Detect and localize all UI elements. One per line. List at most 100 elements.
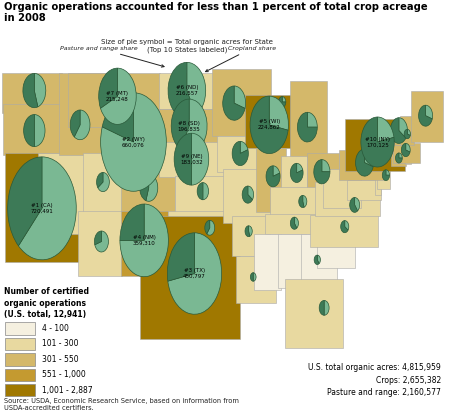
Wedge shape [74,110,90,140]
FancyBboxPatch shape [245,95,291,148]
Wedge shape [350,197,358,212]
Wedge shape [168,62,196,119]
Wedge shape [57,173,68,191]
Wedge shape [361,117,394,167]
Wedge shape [266,166,280,187]
Text: 551 - 1,000: 551 - 1,000 [42,370,86,379]
Wedge shape [404,129,410,139]
Wedge shape [378,117,394,142]
FancyBboxPatch shape [38,154,84,233]
Wedge shape [57,173,63,185]
Wedge shape [223,86,245,120]
FancyBboxPatch shape [232,216,270,256]
FancyBboxPatch shape [254,233,281,290]
Text: 1,001 - 2,887: 1,001 - 2,887 [42,386,93,395]
FancyBboxPatch shape [4,338,35,350]
Wedge shape [120,204,144,240]
Text: Cropland share: Cropland share [206,46,276,71]
Wedge shape [279,97,286,107]
Wedge shape [407,129,410,135]
Wedge shape [146,174,158,201]
Text: #8 (SD)
196,835: #8 (SD) 196,835 [178,121,201,131]
FancyBboxPatch shape [1,74,62,114]
FancyBboxPatch shape [159,109,218,149]
FancyBboxPatch shape [175,176,232,212]
FancyBboxPatch shape [256,148,286,212]
Wedge shape [355,197,360,211]
Wedge shape [23,114,34,147]
Wedge shape [418,105,432,126]
FancyBboxPatch shape [391,152,406,166]
Text: #6 (ND)
216,557: #6 (ND) 216,557 [176,85,198,96]
Wedge shape [174,133,191,185]
Wedge shape [307,112,317,127]
Text: 101 - 300: 101 - 300 [42,339,79,348]
Wedge shape [319,300,324,315]
Text: 301 - 550: 301 - 550 [42,355,79,364]
Text: #9 (NE)
183,032: #9 (NE) 183,032 [180,154,203,164]
Text: Organic operations accounted for less than 1 percent of total crop acreage: Organic operations accounted for less th… [4,2,428,12]
Text: #2 (WY)
660,076: #2 (WY) 660,076 [122,137,145,147]
Text: #10 (NY)
170,125: #10 (NY) 170,125 [365,137,390,147]
Wedge shape [232,141,248,166]
Wedge shape [386,170,390,175]
FancyBboxPatch shape [83,154,122,212]
Wedge shape [294,217,298,228]
FancyBboxPatch shape [377,160,390,189]
Wedge shape [299,195,304,208]
Wedge shape [18,157,76,260]
Text: #4 (NM)
359,310: #4 (NM) 359,310 [133,235,156,246]
Wedge shape [282,97,286,102]
Wedge shape [322,159,330,172]
Wedge shape [97,173,103,188]
Wedge shape [167,233,194,281]
Text: Size of pie symbol = Total organic acres for State: Size of pie symbol = Total organic acres… [101,39,273,45]
FancyBboxPatch shape [310,215,378,247]
FancyBboxPatch shape [236,256,276,303]
Wedge shape [399,118,408,138]
Wedge shape [303,195,307,207]
Text: #1 (CA)
720,491: #1 (CA) 720,491 [31,203,53,214]
Wedge shape [205,221,210,234]
Wedge shape [406,143,410,152]
Wedge shape [120,204,168,277]
FancyBboxPatch shape [4,353,35,366]
FancyBboxPatch shape [347,180,381,200]
Wedge shape [234,86,246,109]
Wedge shape [191,133,209,185]
Text: 4 - 100: 4 - 100 [42,324,69,333]
FancyBboxPatch shape [285,279,343,348]
Wedge shape [102,93,134,142]
FancyBboxPatch shape [3,104,65,154]
Wedge shape [23,74,38,108]
Wedge shape [8,157,42,246]
Text: in 2008: in 2008 [4,13,46,23]
FancyBboxPatch shape [281,156,306,202]
FancyBboxPatch shape [290,81,327,157]
FancyBboxPatch shape [4,154,83,262]
FancyBboxPatch shape [315,182,380,216]
Wedge shape [253,273,256,281]
Wedge shape [273,166,280,176]
Text: Number of certified
organic operations
(U.S. total, 12,941): Number of certified organic operations (… [4,287,90,319]
Wedge shape [297,163,303,173]
FancyBboxPatch shape [265,214,331,233]
Wedge shape [70,110,80,137]
Wedge shape [207,221,215,235]
Wedge shape [314,159,330,184]
Wedge shape [426,105,432,119]
Wedge shape [34,74,46,107]
FancyBboxPatch shape [140,216,240,339]
Wedge shape [140,174,149,201]
FancyBboxPatch shape [68,74,160,127]
Wedge shape [345,221,349,230]
Text: (Top 10 States labeled): (Top 10 States labeled) [147,46,227,53]
FancyBboxPatch shape [400,116,414,145]
FancyBboxPatch shape [159,142,226,178]
FancyBboxPatch shape [411,90,443,142]
Wedge shape [197,183,203,200]
FancyBboxPatch shape [393,143,420,163]
FancyBboxPatch shape [223,169,274,223]
FancyBboxPatch shape [306,154,339,195]
Wedge shape [242,186,252,203]
